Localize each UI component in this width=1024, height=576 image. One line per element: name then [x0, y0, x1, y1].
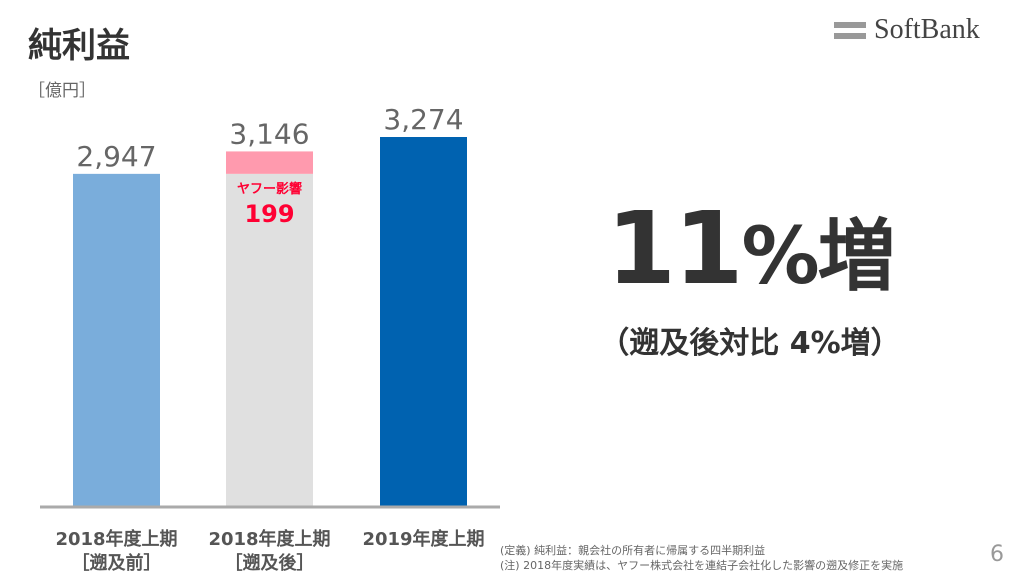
bar-yahoo-impact-1 — [226, 151, 313, 174]
category-label: 2018年度上期 — [55, 528, 177, 550]
category-label: 2018年度上期 — [208, 528, 330, 550]
footnote-definition: (定義) 純利益：親会社の所有者に帰属する四半期利益 — [500, 544, 766, 557]
logo-text: SoftBank — [874, 14, 980, 45]
bar-base-1 — [226, 173, 313, 506]
annotation-value: 199 — [244, 200, 294, 228]
data-label-total: 3,146 — [229, 117, 309, 150]
bar-base-2 — [380, 137, 467, 506]
softbank-logo: SoftBank — [834, 14, 980, 46]
unit-label: ［億円］ — [28, 81, 96, 101]
growth-value: 11 — [606, 190, 743, 307]
page-title: 純利益 — [28, 26, 130, 66]
category-sublabel: ［遡及後］ — [225, 552, 315, 574]
category-label: 2019年度上期 — [362, 528, 484, 550]
bar-chart: 2,9472018年度上期［遡及前］3,1462018年度上期［遡及後］3,27… — [40, 103, 500, 574]
data-label-total: 2,947 — [76, 140, 156, 173]
category-sublabel: ［遡及前］ — [72, 552, 162, 574]
data-label-total: 3,274 — [383, 103, 463, 136]
page-number: 6 — [990, 542, 1004, 567]
growth-highlight: 11%増 — [560, 190, 940, 307]
annotation-label: ヤフー影響 — [237, 181, 302, 197]
logo-bars-icon — [834, 21, 866, 39]
bar-base-0 — [73, 173, 160, 506]
footnote-note: (注) 2018年度実績は、ヤフー株式会社を連結子会社化した影響の遡及修正を実施 — [500, 559, 904, 572]
growth-note: （遡及後対比 4%増） — [599, 326, 901, 361]
growth-suffix: %増 — [741, 212, 896, 302]
